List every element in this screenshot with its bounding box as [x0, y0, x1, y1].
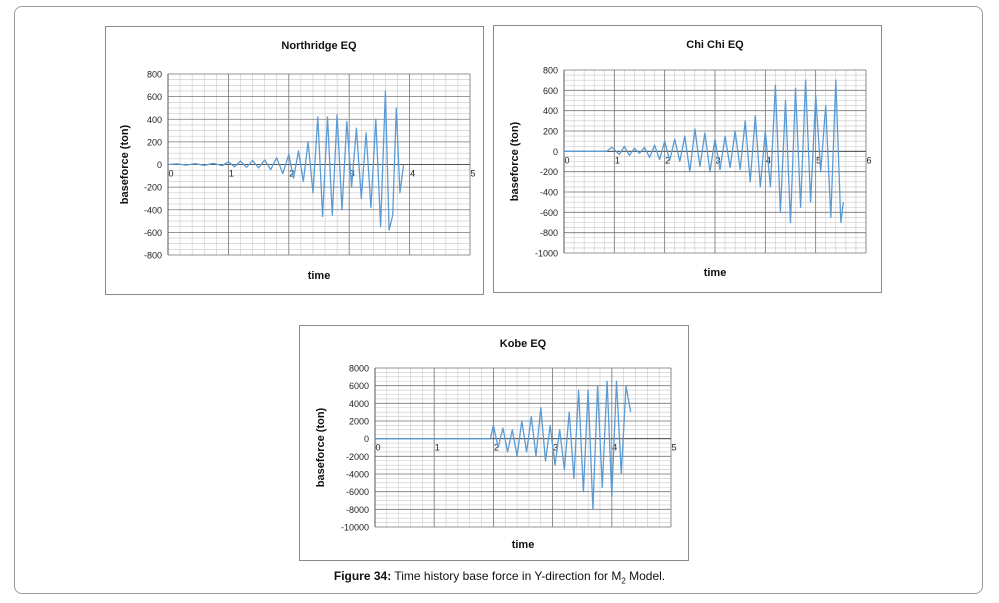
chart-title: Northridge EQ [281, 40, 357, 52]
x-tick-label: 0 [564, 155, 569, 165]
series-line [167, 90, 405, 231]
series-line [564, 79, 844, 224]
y-tick-label: 4000 [349, 399, 369, 409]
x-tick-label: 4 [612, 443, 617, 453]
caption-subscript: 2 [621, 576, 626, 586]
chart-title: Kobe EQ [500, 338, 547, 350]
y-tick-label: -2000 [346, 452, 369, 462]
y-tick-label: -1000 [535, 249, 558, 259]
y-tick-label: 400 [543, 106, 558, 116]
y-tick-label: -200 [540, 167, 558, 177]
y-tick-label: 800 [147, 70, 162, 80]
x-axis-label: time [704, 267, 727, 279]
x-tick-label: 4 [410, 169, 415, 179]
caption-text: Time history base force in Y-direction f… [391, 569, 622, 583]
y-tick-label: 400 [147, 115, 162, 125]
y-tick-label: -400 [540, 188, 558, 198]
x-tick-label: 0 [168, 169, 173, 179]
y-axis-label: baseforce (ton) [315, 407, 327, 487]
chart-panel-northridge: 800 600 400 200 0 -200 -400 -600 -800 0 1 2 3 4 5 North… [105, 26, 484, 295]
chart-panel-chichi: 800 600 400 200 0 -200 -400 -600 -800 -1000 0 1 2 3 4 5… [493, 25, 882, 293]
x-tick-label: 1 [615, 155, 620, 165]
caption-label: Figure 34: [333, 569, 392, 583]
y-tick-label: -600 [540, 208, 558, 218]
grid-lines [374, 367, 672, 528]
y-tick-label: 600 [543, 86, 558, 96]
y-tick-label: 2000 [349, 417, 369, 427]
x-axis-label: time [512, 539, 535, 551]
y-tick-label: -8000 [346, 505, 369, 515]
caption-text-end: Model. [625, 569, 666, 583]
y-tick-label: 8000 [349, 364, 369, 374]
y-axis-label: baseforce (ton) [509, 121, 521, 201]
y-axis-label: baseforce (ton) [119, 124, 131, 204]
y-tick-label: 0 [364, 434, 369, 444]
x-tick-label: 1 [229, 169, 234, 179]
y-tick-label: 800 [543, 66, 558, 76]
y-tick-label: -4000 [346, 470, 369, 480]
y-tick-label: 200 [543, 127, 558, 137]
y-tick-label: -600 [144, 228, 162, 238]
x-tick-label: 5 [470, 169, 475, 179]
x-tick-label: 5 [816, 155, 821, 165]
y-tick-label: -200 [144, 183, 162, 193]
y-tick-label: -400 [144, 205, 162, 215]
x-tick-label: 5 [671, 443, 676, 453]
x-tick-label: 3 [553, 443, 558, 453]
y-tick-label: 6000 [349, 381, 369, 391]
y-tick-label: 600 [147, 92, 162, 102]
x-tick-label: 1 [435, 443, 440, 453]
y-tick-label: 200 [147, 137, 162, 147]
chart-title: Chi Chi EQ [686, 39, 744, 51]
y-tick-label: 0 [157, 160, 162, 170]
y-tick-label: -6000 [346, 487, 369, 497]
y-tick-label: -10000 [341, 523, 369, 533]
y-tick-label: -800 [540, 228, 558, 238]
grid-lines [563, 69, 867, 254]
x-axis-label: time [308, 270, 331, 282]
x-tick-label: 2 [665, 155, 670, 165]
chart-panel-kobe: 8000 6000 4000 2000 0 -2000 -4000 -6000 -8000 -10… [299, 325, 689, 561]
series-line [375, 380, 632, 510]
x-tick-label: 2 [494, 443, 499, 453]
figure-frame [14, 6, 983, 594]
chart-kobe: 8000 6000 4000 2000 0 -2000 -4000 -6000 -8000 -10… [315, 338, 677, 551]
x-tick-label: 6 [866, 155, 871, 165]
y-tick-label: -800 [144, 251, 162, 261]
y-tick-label: 0 [553, 147, 558, 157]
figure-caption: Figure 34: Time history base force in Y-… [0, 569, 999, 585]
x-tick-label: 0 [375, 443, 380, 453]
x-tick-label: 2 [289, 169, 294, 179]
